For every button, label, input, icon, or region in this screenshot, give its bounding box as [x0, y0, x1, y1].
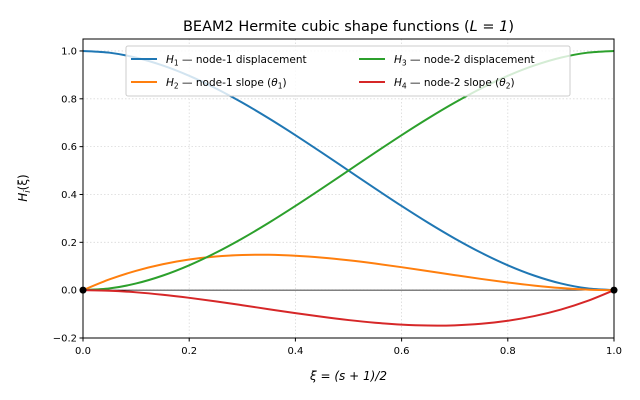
y-axis-label: Hi(ξ)	[16, 174, 33, 201]
legend-entry-h4: H4 — node-2 slope (θ2)	[359, 77, 515, 91]
legend-label: H3 — node-2 displacement	[394, 54, 535, 68]
series-line-h2	[82, 253, 615, 292]
x-tick-label: 0.6	[394, 346, 410, 357]
legend-label: H2 — node-1 slope (θ1)	[166, 77, 287, 91]
ticks: 0.0 0.2 0.4 0.6 0.8 1.0−0.20.00.20.40.60.81.0	[53, 46, 622, 357]
y-tick-label: 0.8	[61, 94, 77, 105]
y-tick-label: 0.6	[61, 142, 77, 153]
x-tick-label: 1.0	[606, 346, 622, 357]
legend-entry-h1: H1 — node-1 displacement	[131, 54, 307, 68]
x-tick-label: 0.0	[75, 346, 91, 357]
axes-frame	[82, 38, 615, 339]
legend-box	[125, 45, 571, 97]
legend-entry-h2: H2 — node-1 slope (θ1)	[131, 77, 287, 91]
legend-label: H4 — node-2 slope (θ2)	[394, 77, 515, 91]
x-axis-label: ξ = (s + 1)/2	[309, 369, 387, 383]
y-tick-label: 0.0	[61, 286, 77, 297]
y-tick-label: 1.0	[61, 46, 77, 57]
y-tick-label: 0.4	[61, 190, 77, 201]
x-tick-label: 0.4	[287, 346, 303, 357]
series-line-h4	[82, 289, 615, 327]
y-tick-label: −0.2	[53, 334, 77, 345]
legend-entry-h3: H3 — node-2 displacement	[359, 54, 535, 68]
legend-label: H1 — node-1 displacement	[166, 54, 307, 68]
chart-title: BEAM2 Hermite cubic shape functions (L =…	[183, 19, 514, 35]
x-tick-label: 0.2	[181, 346, 197, 357]
legend: H1 — node-1 displacement H2 — node-1 slop…	[125, 45, 571, 97]
y-tick-label: 0.2	[61, 238, 77, 249]
x-tick-label: 0.8	[500, 346, 516, 357]
